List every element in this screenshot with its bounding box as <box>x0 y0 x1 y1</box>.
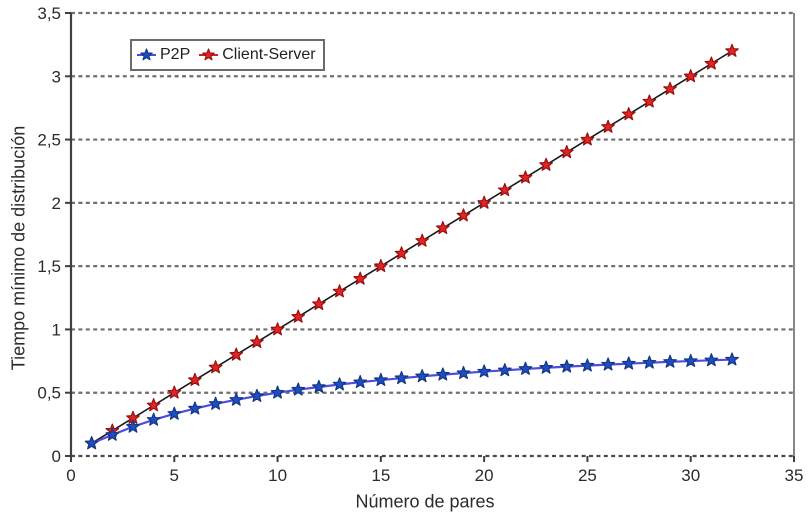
data-point-p2p <box>683 353 698 368</box>
y-tick-label: 2 <box>52 194 61 213</box>
data-point-p2p <box>373 372 388 386</box>
data-point-client-server <box>167 385 182 399</box>
data-point-p2p <box>270 385 285 399</box>
series-line-p2p <box>91 358 733 445</box>
data-point-client-server <box>229 347 244 361</box>
data-point-p2p <box>559 359 574 373</box>
data-point-client-server <box>373 258 388 273</box>
data-point-p2p <box>663 354 677 368</box>
x-tick-label: 15 <box>371 466 390 485</box>
data-point-client-server <box>146 398 161 412</box>
legend-label-p2p: P2P <box>160 46 191 63</box>
client-server-star-marker-icon <box>199 48 219 61</box>
data-point-p2p <box>291 382 306 396</box>
data-point-p2p <box>642 355 657 369</box>
data-point-client-server <box>435 220 450 235</box>
data-point-p2p <box>188 401 202 415</box>
data-point-client-server <box>621 107 636 121</box>
data-point-p2p <box>539 360 553 374</box>
data-point-p2p <box>725 352 739 366</box>
data-point-p2p <box>105 427 120 441</box>
data-point-client-server <box>683 69 698 83</box>
data-point-p2p <box>580 358 595 372</box>
data-point-p2p <box>621 356 636 370</box>
y-axis-title: Tiempo mínimo de distribución <box>8 125 29 371</box>
data-point-client-server <box>394 246 409 260</box>
data-point-p2p <box>518 361 533 375</box>
data-point-p2p <box>146 412 161 426</box>
data-point-p2p <box>332 377 347 391</box>
data-point-p2p <box>601 357 615 371</box>
data-point-client-server <box>559 145 574 159</box>
data-point-client-server <box>518 170 533 184</box>
x-tick-label: 5 <box>170 466 179 485</box>
data-point-client-server <box>270 322 285 336</box>
p2p-star-marker-icon <box>137 48 156 61</box>
y-tick-label: 3,5 <box>37 4 61 23</box>
x-tick-label: 10 <box>268 466 287 485</box>
x-tick-label: 35 <box>785 466 804 485</box>
data-point-p2p <box>497 363 512 377</box>
data-point-p2p <box>167 406 182 420</box>
y-tick-label: 3 <box>52 67 61 86</box>
x-tick-label: 25 <box>578 466 597 485</box>
data-point-client-server <box>477 195 492 209</box>
legend: P2P Client-Server <box>130 39 325 71</box>
data-point-client-server <box>312 296 326 311</box>
data-point-p2p <box>435 367 450 381</box>
data-point-client-server <box>415 233 430 247</box>
data-point-client-server <box>539 157 553 171</box>
data-point-client-server <box>291 309 306 323</box>
series-line-client-server <box>91 50 733 445</box>
x-tick-label: 30 <box>681 466 700 485</box>
y-tick-label: 1 <box>52 320 61 339</box>
data-point-client-server <box>663 81 677 95</box>
data-point-client-server <box>725 43 739 57</box>
data-point-client-server <box>580 132 595 146</box>
data-point-p2p <box>208 396 223 410</box>
data-point-client-server <box>332 284 347 298</box>
data-point-client-server <box>250 334 264 349</box>
x-axis-title: Número de pares <box>355 491 495 512</box>
legend-item-client-server: Client-Server <box>199 46 316 64</box>
y-tick-label: 2,5 <box>37 131 61 150</box>
legend-label-client-server: Client-Server <box>222 46 316 63</box>
y-tick-label: 0 <box>52 447 61 466</box>
data-point-p2p <box>84 436 99 450</box>
data-point-p2p <box>477 364 492 378</box>
data-point-p2p <box>415 369 430 383</box>
data-point-client-server <box>497 183 512 197</box>
y-tick-label: 0,5 <box>37 384 61 403</box>
data-point-client-server <box>208 360 223 374</box>
data-point-p2p <box>126 419 140 433</box>
data-point-p2p <box>394 370 409 385</box>
data-point-client-server <box>353 271 368 285</box>
y-tick-label: 1,5 <box>37 257 61 276</box>
data-point-client-server <box>188 372 202 386</box>
data-point-client-server <box>601 119 615 133</box>
data-point-p2p <box>353 375 368 389</box>
data-point-p2p <box>229 392 244 406</box>
data-point-p2p <box>704 353 719 367</box>
data-point-p2p <box>250 388 264 402</box>
data-point-client-server <box>456 208 471 222</box>
legend-item-p2p: P2P <box>137 46 190 64</box>
data-point-client-server <box>704 56 719 70</box>
data-point-client-server <box>642 94 657 108</box>
x-tick-label: 0 <box>66 466 75 485</box>
data-point-p2p <box>312 379 326 393</box>
data-point-p2p <box>456 365 471 380</box>
x-tick-label: 20 <box>475 466 494 485</box>
